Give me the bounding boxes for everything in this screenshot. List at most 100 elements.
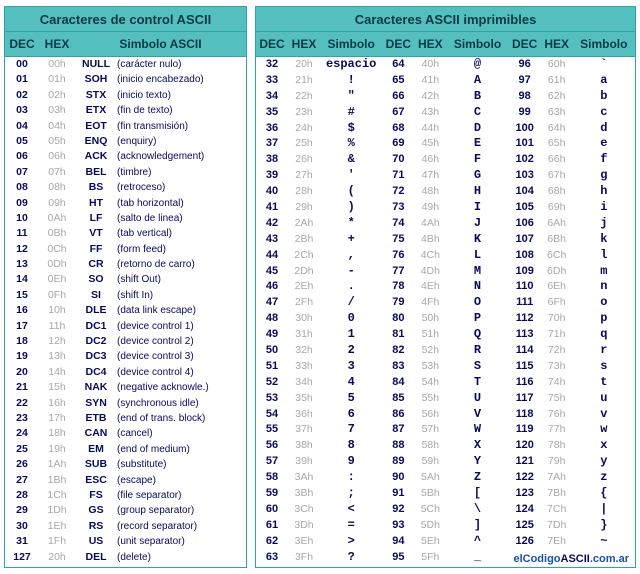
cell-dec: 102	[509, 152, 541, 168]
cell-hex: 0Bh	[39, 226, 75, 241]
cell-dec: 01	[5, 72, 39, 87]
cell-desc: (device control 2)	[117, 334, 246, 349]
cell-dec: 84	[382, 375, 414, 391]
cell-hex: 55h	[414, 391, 446, 407]
cell-sym: LF	[75, 211, 117, 226]
table-row: 9963hc	[509, 105, 635, 121]
cell-dec: 99	[509, 105, 541, 121]
cell-desc: (record separator)	[117, 519, 246, 534]
cell-sym: }	[573, 518, 635, 534]
cell-hex: 62h	[541, 89, 573, 105]
table-row: 593Bh;	[256, 486, 382, 502]
cell-sym: EM	[75, 442, 117, 457]
cell-sym: M	[446, 264, 508, 280]
cell-desc: (inicio texto)	[117, 88, 246, 103]
cell-sym: )	[320, 200, 382, 216]
table-row: 0202hSTX(inicio texto)	[5, 88, 246, 103]
table-row: 4129h)	[256, 200, 382, 216]
cell-hex: 58h	[414, 438, 446, 454]
cell-dec: 73	[382, 200, 414, 216]
table-row: 271BhESC(escape)	[5, 473, 246, 488]
table-row: 0101hSOH(inicio encabezado)	[5, 72, 246, 87]
cell-dec: 49	[256, 327, 288, 343]
cell-sym: W	[446, 422, 508, 438]
cell-sym: K	[446, 232, 508, 248]
cell-dec: 47	[256, 295, 288, 311]
printable-chars-headers: DEC HEX Simbolo DEC HEX Simbolo DEC HEX …	[256, 32, 635, 57]
cell-dec: 55	[256, 422, 288, 438]
cell-hex: 06h	[39, 149, 75, 164]
cell-hex: 13h	[39, 349, 75, 364]
table-row: 5032h2	[256, 343, 382, 359]
cell-dec: 51	[256, 359, 288, 375]
cell-hex: 46h	[414, 152, 446, 168]
cell-dec: 77	[382, 264, 414, 280]
cell-dec: 56	[256, 438, 288, 454]
cell-sym: STX	[75, 88, 117, 103]
cell-sym: u	[573, 391, 635, 407]
cell-dec: 122	[509, 470, 541, 486]
table-row: 12179hy	[509, 454, 635, 470]
cell-hex: 39h	[288, 454, 320, 470]
table-row: 1610hDLE(data link escape)	[5, 303, 246, 318]
cell-dec: 50	[256, 343, 288, 359]
cell-hex: 21h	[288, 73, 320, 89]
cell-dec: 114	[509, 343, 541, 359]
header-hex: HEX	[288, 32, 320, 56]
table-row: 12720hDEL(delete)	[5, 550, 246, 565]
cell-dec: 113	[509, 327, 541, 343]
cell-dec: 10	[5, 211, 39, 226]
cell-dec: 108	[509, 248, 541, 264]
cell-dec: 115	[509, 359, 541, 375]
cell-hex: 11h	[39, 319, 75, 334]
cell-dec: 78	[382, 279, 414, 295]
cell-dec: 25	[5, 442, 39, 457]
cell-hex: 3Fh	[288, 550, 320, 566]
cell-desc: (cancel)	[117, 426, 246, 441]
cell-sym: 7	[320, 422, 382, 438]
cell-hex: 51h	[414, 327, 446, 343]
cell-hex: 29h	[288, 200, 320, 216]
cell-dec: 46	[256, 279, 288, 295]
table-row: 120ChFF(form feed)	[5, 242, 246, 257]
table-row: 442Ch,	[256, 248, 382, 264]
table-row: 0000hNULL(carácter nulo)	[5, 57, 246, 72]
cell-hex: 52h	[414, 343, 446, 359]
cell-desc: (salto de linea)	[117, 211, 246, 226]
cell-hex: 61h	[541, 73, 573, 89]
cell-hex: 17h	[39, 411, 75, 426]
table-row: 613Dh=	[256, 518, 382, 534]
cell-dec: 64	[382, 57, 414, 73]
cell-desc: (escape)	[117, 473, 246, 488]
link-part-2: ASCII	[561, 553, 590, 565]
cell-dec: 52	[256, 375, 288, 391]
cell-hex: 08h	[39, 180, 75, 195]
cell-sym: RS	[75, 519, 117, 534]
cell-sym: b	[573, 89, 635, 105]
cell-hex: 63h	[541, 105, 573, 121]
table-row: 3422h"	[256, 89, 382, 105]
source-link[interactable]: elCodigoASCII.com.ar	[513, 553, 629, 565]
cell-dec: 17	[5, 319, 39, 334]
cell-dec: 111	[509, 295, 541, 311]
control-chars-headers: DEC HEX Simbolo ASCII	[5, 32, 246, 57]
cell-sym: BEL	[75, 165, 117, 180]
cell-sym: ^	[446, 534, 508, 550]
cell-dec: 98	[509, 89, 541, 105]
cell-desc: (device control 1)	[117, 319, 246, 334]
table-row: 1237Bh{	[509, 486, 635, 502]
header-dec: DEC	[382, 32, 414, 56]
cell-desc: (fin transmisión)	[117, 119, 246, 134]
cell-sym: CR	[75, 257, 117, 272]
cell-hex: 26h	[288, 152, 320, 168]
cell-desc: (tab horizontal)	[117, 196, 246, 211]
cell-desc: (timbre)	[117, 165, 246, 180]
table-row: 462Eh.	[256, 279, 382, 295]
cell-hex: 53h	[414, 359, 446, 375]
table-row: 5638h8	[256, 438, 382, 454]
header-hex: HEX	[39, 32, 75, 56]
cell-hex: 7Eh	[541, 534, 573, 550]
cell-desc: (acknowledgement)	[117, 149, 246, 164]
cell-hex: 01h	[39, 72, 75, 87]
cell-sym: ;	[320, 486, 382, 502]
